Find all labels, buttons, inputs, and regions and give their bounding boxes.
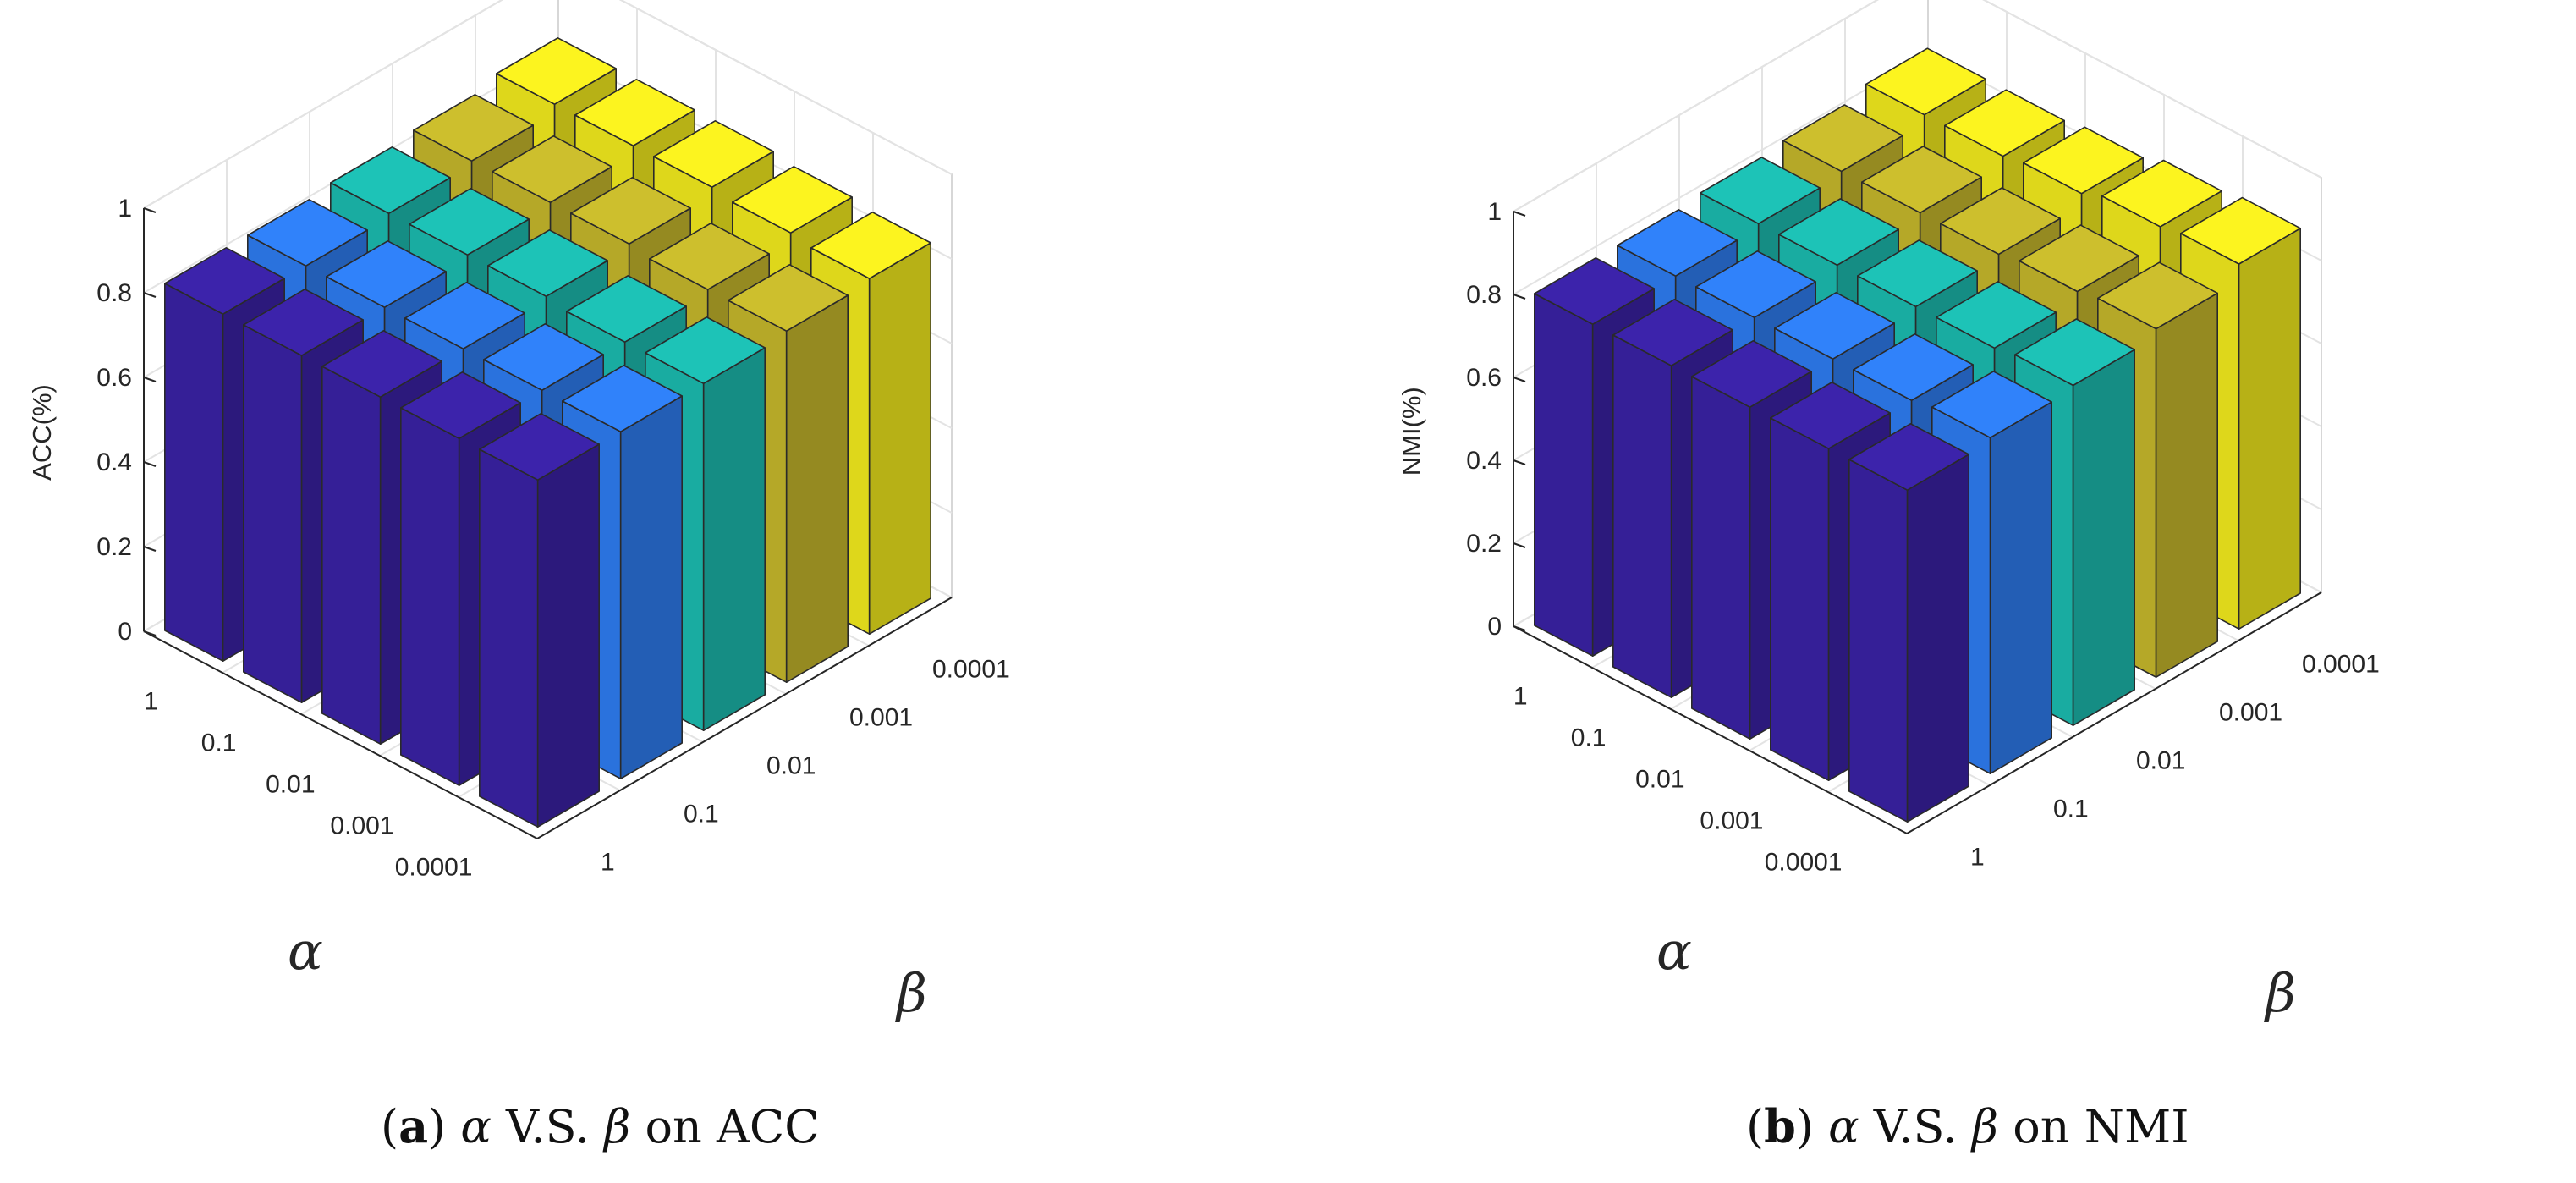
alpha-tick-label: 0.001 <box>1700 807 1763 835</box>
z-tick-label: 0 <box>1487 613 1502 641</box>
beta-tick-label: 0.0001 <box>932 656 1010 684</box>
z-tick-mark <box>143 377 157 382</box>
z-tick-label: 1 <box>118 195 132 223</box>
alpha-tick-label: 0.01 <box>266 771 315 799</box>
z-tick-label: 0.8 <box>1466 281 1502 309</box>
z-tick-label: 0.2 <box>1466 530 1502 558</box>
z-tick-label: 0.2 <box>96 533 132 561</box>
beta-axis-label: β <box>895 962 927 1024</box>
bars <box>1534 47 2301 823</box>
z-axis-label: NMI(%) <box>1397 387 1426 476</box>
caption-b: (b) α V.S. β on NMI <box>1746 1099 2189 1153</box>
z-tick-mark <box>1513 377 1526 382</box>
beta-tick-label: 0.001 <box>2219 699 2282 727</box>
beta-tick-label: 0.01 <box>766 752 816 780</box>
z-tick-label: 0.8 <box>96 279 132 307</box>
beta-tick-label: 1 <box>1970 844 1985 872</box>
z-tick-label: 1 <box>1487 198 1502 226</box>
alpha-axis-label: α <box>288 920 323 982</box>
beta-axis-label: β <box>2264 962 2296 1024</box>
caption-a: (a) α V.S. β on ACC <box>381 1099 820 1153</box>
bars <box>164 36 931 828</box>
z-tick-mark <box>143 630 157 636</box>
z-tick-mark <box>1513 211 1526 217</box>
alpha-axis-label: α <box>1656 920 1692 982</box>
alpha-tick-label: 0.1 <box>1571 724 1607 752</box>
beta-tick-label: 1 <box>601 849 615 877</box>
bar-alpha-0.0001-beta-1 <box>1848 422 1969 823</box>
z-tick-mark <box>1513 459 1526 465</box>
alpha-tick-label: 0.001 <box>330 812 393 840</box>
z-tick-mark <box>1513 542 1526 548</box>
alpha-tick-label: 0.0001 <box>1765 849 1843 877</box>
alpha-tick-label: 0.0001 <box>395 854 473 882</box>
alpha-tick-label: 1 <box>1513 683 1528 711</box>
z-tick-mark <box>1513 294 1526 300</box>
z-tick-mark <box>143 461 157 467</box>
alpha-tick-label: 0.01 <box>1635 766 1684 794</box>
z-tick-label: 0.6 <box>1466 364 1502 392</box>
bar-alpha-0.0001-beta-1 <box>478 412 601 828</box>
z-tick-label: 0.4 <box>96 448 132 476</box>
alpha-tick-label: 1 <box>144 688 158 716</box>
beta-tick-label: 0.0001 <box>2302 651 2380 679</box>
beta-tick-label: 0.01 <box>2136 747 2185 775</box>
z-tick-mark <box>143 546 157 552</box>
z-tick-label: 0.4 <box>1466 447 1502 475</box>
z-tick-label: 0 <box>118 618 132 646</box>
axis-lines <box>143 208 953 839</box>
z-tick-mark <box>143 292 157 298</box>
axis-lines <box>1513 212 2322 834</box>
beta-tick-label: 0.1 <box>2053 795 2089 823</box>
z-tick-label: 0.6 <box>96 364 132 392</box>
z-axis-label: ACC(%) <box>27 384 57 481</box>
beta-tick-label: 0.1 <box>684 801 719 828</box>
alpha-tick-label: 0.1 <box>201 729 237 757</box>
z-tick-mark <box>143 207 157 213</box>
beta-tick-label: 0.001 <box>849 704 913 732</box>
z-tick-mark <box>1513 625 1526 631</box>
